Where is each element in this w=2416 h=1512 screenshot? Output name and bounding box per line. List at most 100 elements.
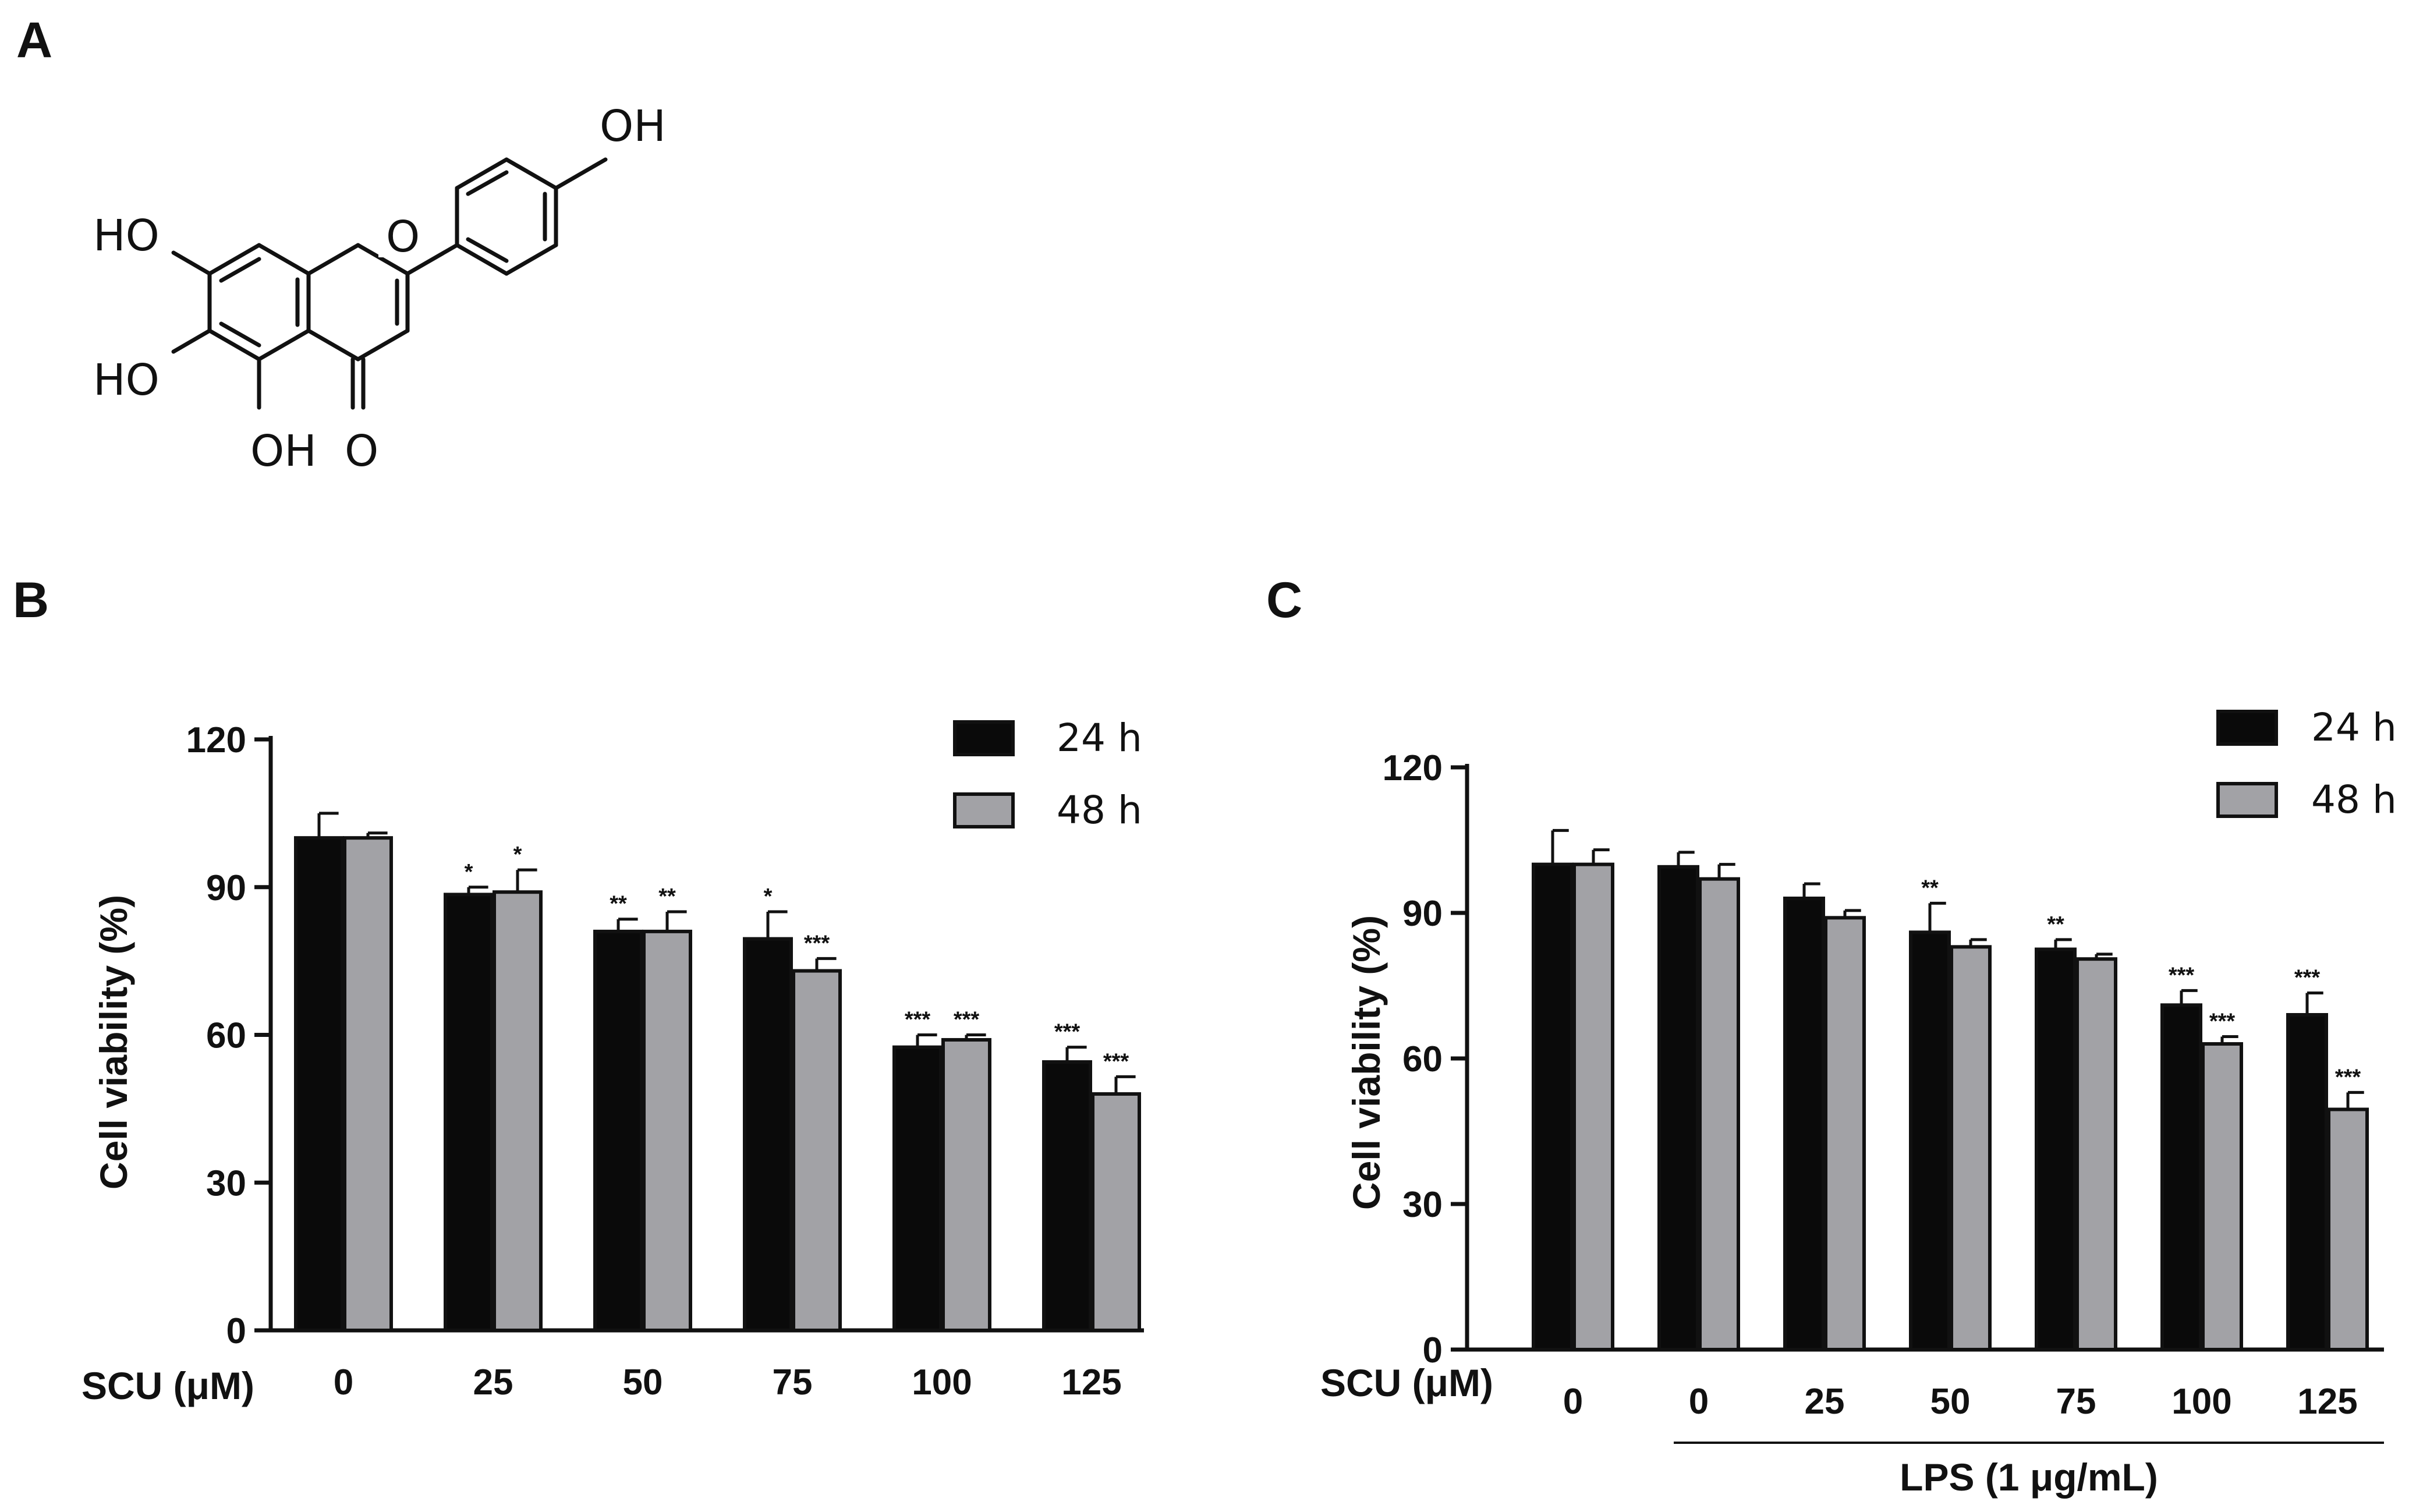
chart-c-bar-48h <box>2201 1042 2243 1351</box>
chart-b-bar-48h <box>343 836 393 1332</box>
chart-b-significance-label: *** <box>1103 1049 1129 1074</box>
chart-c-x-tick-label: 125 <box>2297 1382 2357 1422</box>
chart-c-y-tick-label: 90 <box>1402 894 1443 934</box>
chart-c-x-tick-label: 75 <box>2056 1382 2096 1422</box>
chart-c-significance-label: ** <box>1921 876 1939 900</box>
bond <box>171 328 212 354</box>
chart-c-bar-48h <box>1698 877 1740 1351</box>
chart-b-significance-label: * <box>465 860 473 884</box>
chart-c-bar-48h <box>1950 945 1992 1352</box>
bond-inner <box>466 237 509 263</box>
chart-b-y-tick-label: 90 <box>206 868 246 908</box>
chem-label-oh-5: OH <box>250 426 317 476</box>
bond <box>207 243 261 276</box>
chart-c-bar-24h <box>1657 865 1699 1352</box>
bond <box>171 250 212 276</box>
chart-b-significance-label: *** <box>954 1008 980 1032</box>
chart-c-bar-48h <box>1824 916 1866 1352</box>
chart-c-x-tick-label: 0 <box>1689 1382 1709 1422</box>
chart-c: Cell viability (%) SCU (μM) LPS (1 μg/mL… <box>1320 705 2397 1499</box>
chart-b-bar-24h <box>892 1045 943 1333</box>
chart-b-x-tick-label: 75 <box>773 1362 813 1403</box>
chart-c-y-axis-title: Cell viability (%) <box>1345 915 1388 1210</box>
chart-b-significance-label: *** <box>905 1008 931 1032</box>
chart-c-bar-24h <box>2286 1013 2328 1351</box>
bond <box>306 243 360 276</box>
bond <box>356 243 410 276</box>
chart-b-y-tick-label: 120 <box>186 720 246 760</box>
chem-label-carbonyl-oxygen: O <box>345 426 378 476</box>
chart-b-legend-label-48h: 48 h <box>1057 788 1142 833</box>
chart-b-y-axis-title: Cell viability (%) <box>92 895 135 1189</box>
chart-b-bar-24h <box>1042 1060 1092 1333</box>
panel-letter-b: B <box>13 572 49 628</box>
bond <box>504 157 558 190</box>
chart-b-bar-24h <box>593 929 643 1332</box>
chart-c-significance-label: *** <box>2294 966 2321 990</box>
panel-letter-c: C <box>1266 572 1302 628</box>
chart-b-legend-swatch-24h <box>953 720 1015 756</box>
bond-inner <box>219 321 261 348</box>
chart-c-significance-label: *** <box>2209 1010 2236 1034</box>
bond <box>306 328 360 362</box>
chart-c-bar-48h <box>1572 862 1614 1351</box>
chart-b-x-tick-label: 0 <box>334 1362 353 1403</box>
bond-inner <box>466 170 509 196</box>
chart-c-x-tick-label: 0 <box>1563 1382 1583 1422</box>
bond <box>455 243 509 276</box>
chart-c-significance-label: ** <box>2047 912 2064 937</box>
chart-b-bar-24h <box>294 836 344 1332</box>
chart-c-x-tick-label: 50 <box>1930 1382 1971 1422</box>
chart-c-group-label: LPS (1 μg/mL) <box>1900 1456 2158 1499</box>
chart-b-significance-label: * <box>513 842 522 867</box>
chart-c-bar-24h <box>1783 897 1825 1351</box>
bond <box>554 157 608 190</box>
chart-c-bar-48h <box>2075 957 2117 1351</box>
chart-b-bar-48h <box>493 890 543 1333</box>
chart-b-bar-48h <box>642 929 692 1332</box>
chem-label-oh-4prime: OH <box>600 101 666 151</box>
chart-b-bar-24h <box>444 893 494 1332</box>
chart-b-x-tick-label: 50 <box>623 1362 663 1403</box>
chart-c-legend-swatch-24h <box>2216 710 2278 746</box>
ring-oxygen-mask <box>378 211 425 257</box>
chart-c-y-tick-label: 30 <box>1402 1185 1443 1225</box>
chart-c-y-tick-label: 0 <box>1423 1330 1443 1371</box>
panel-letter-a: A <box>16 12 52 68</box>
bond <box>405 243 459 276</box>
chart-b-y-tick-label: 0 <box>226 1311 246 1351</box>
chem-label-ho-6: HO <box>93 355 160 405</box>
chart-b-bar-48h <box>941 1037 991 1333</box>
chart-c-x-tick-label: 100 <box>2171 1382 2231 1422</box>
chart-c-x-axis-title: SCU (μM) <box>1320 1361 1493 1404</box>
chart-b-x-tick-label: 25 <box>473 1362 513 1403</box>
chart-c-y-tick-label: 60 <box>1402 1039 1443 1079</box>
bond-inner <box>219 257 261 283</box>
bond <box>504 243 558 276</box>
chart-b-legend-label-24h: 24 h <box>1057 716 1142 760</box>
chart-b-x-tick-label: 100 <box>912 1362 972 1403</box>
chart-b-bar-24h <box>743 937 793 1332</box>
chart-c-significance-label: *** <box>2335 1065 2361 1089</box>
chem-label-ring-oxygen: O <box>386 212 420 262</box>
chart-c-bar-48h <box>2327 1107 2369 1351</box>
chart-b: Cell viability (%) SCU (μM) 0 30 60 90 120 0 2… <box>82 716 1144 1407</box>
chart-b-legend-swatch-48h <box>953 792 1015 828</box>
chart-b-x-axis-title: SCU (μM) <box>82 1364 254 1407</box>
bond <box>257 328 311 362</box>
chart-c-bar-24h <box>2160 1003 2202 1352</box>
chart-c-bar-24h <box>1532 862 1574 1351</box>
chemical-structure <box>171 157 608 410</box>
bond <box>257 243 311 276</box>
chart-b-bar-48h <box>1091 1092 1141 1332</box>
chart-b-significance-label: *** <box>1054 1020 1081 1044</box>
bond <box>356 328 410 362</box>
chart-c-legend-label-48h: 48 h <box>2311 777 2397 822</box>
chem-label-ho-7: HO <box>93 211 160 261</box>
chart-c-bar-24h <box>1909 930 1951 1352</box>
chart-c-x-tick-label: 25 <box>1805 1382 1845 1422</box>
chart-c-legend-swatch-48h <box>2216 782 2278 818</box>
chart-b-y-tick-label: 30 <box>206 1163 246 1203</box>
chart-b-significance-label: *** <box>804 931 830 955</box>
